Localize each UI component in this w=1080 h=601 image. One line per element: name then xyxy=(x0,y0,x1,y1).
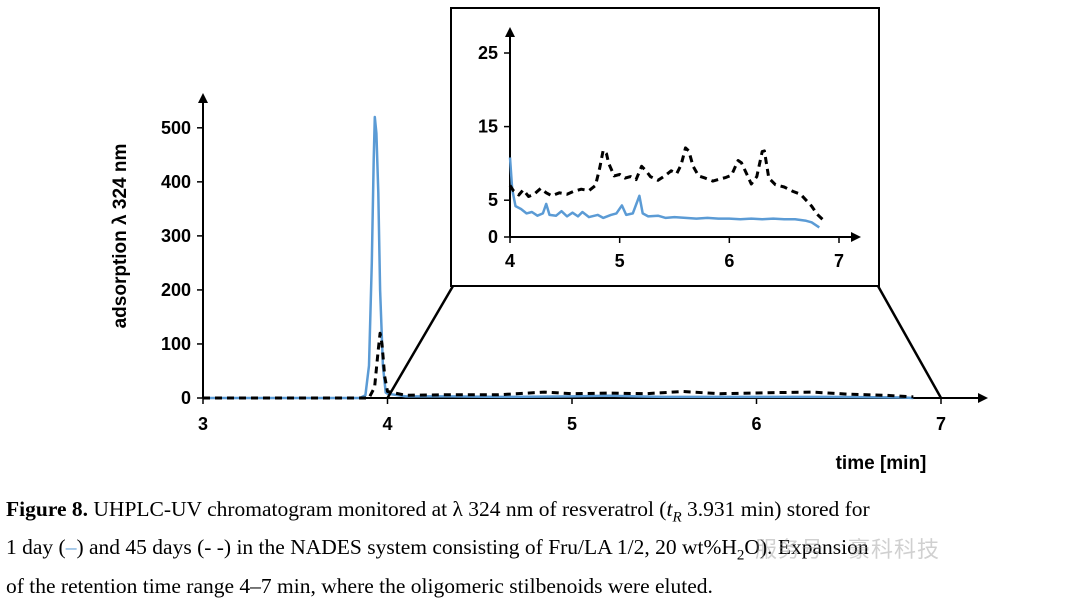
inset-x-tick-label: 4 xyxy=(505,251,515,271)
caption-t-sub: R xyxy=(672,509,682,526)
watermark: 服务号 · 豪科科技 xyxy=(755,538,940,563)
main-series-solid xyxy=(203,115,914,400)
zoom-line-left xyxy=(386,285,455,399)
inset-y-tick-label: 15 xyxy=(478,117,498,137)
main-y-tick-label: 300 xyxy=(161,226,191,246)
caption-text-1: UHPLC-UV chromatogram monitored at λ 324… xyxy=(93,497,667,521)
main-x-tick-label: 4 xyxy=(382,414,392,434)
main-x-axis-title: time [min] xyxy=(836,453,927,474)
inset-x-tick-label: 7 xyxy=(834,251,844,271)
main-y-tick-label: 0 xyxy=(181,388,191,408)
caption-text-2c: O). Expansion xyxy=(744,535,869,560)
main-y-tick-label: 200 xyxy=(161,280,191,300)
caption-solid-marker: – xyxy=(65,535,77,560)
main-y-tick-label: 400 xyxy=(161,172,191,192)
main-series-dashed xyxy=(203,331,914,400)
caption-t-symbol: t xyxy=(666,497,673,521)
caption-text-2a: 1 day ( xyxy=(6,535,66,560)
caption-text-1b: 3.931 min) stored for xyxy=(687,497,870,521)
main-y-axis-title: adsorption λ 324 nm xyxy=(110,144,131,329)
main-x-tick-label: 3 xyxy=(198,414,208,434)
main-y-tick-label: 500 xyxy=(161,118,191,138)
figure-caption: Figure 8. UHPLC-UV chromatogram monitore… xyxy=(6,494,1078,601)
zoom-connector-lines xyxy=(386,285,943,399)
caption-label: Figure 8. xyxy=(6,497,89,521)
inset-frame xyxy=(450,7,880,287)
caption-text-3: of the retention time range 4–7 min, whe… xyxy=(6,573,713,598)
main-x-tick-label: 5 xyxy=(567,414,577,434)
inset-y-tick-label: 0 xyxy=(488,227,498,247)
chromatogram-chart: 3 4 5 6 7 0 100 200 300 400 500 time [min] adsorptio… xyxy=(110,7,988,474)
main-x-tick-label: 6 xyxy=(751,414,761,434)
inset-x-tick-label: 5 xyxy=(615,251,625,271)
caption-h2o-sub: 2 xyxy=(736,547,745,564)
main-plot: 3 4 5 6 7 0 100 200 300 400 500 time [min] adsorptio… xyxy=(110,93,988,474)
inset-series-dashed xyxy=(508,146,824,221)
inset-y-tick-label: 5 xyxy=(488,190,498,210)
inset-plot: 4 5 6 7 0 5 15 25 xyxy=(478,27,861,271)
inset-x-tick-label: 6 xyxy=(724,251,734,271)
main-x-tick-label: 7 xyxy=(936,414,946,434)
main-y-tick-label: 100 xyxy=(161,334,191,354)
inset-series-solid xyxy=(508,157,820,229)
inset-y-tick-label: 25 xyxy=(478,43,498,63)
caption-text-2b: ) and 45 days (- -) in the NADES system … xyxy=(76,535,737,560)
zoom-line-right xyxy=(876,285,943,399)
